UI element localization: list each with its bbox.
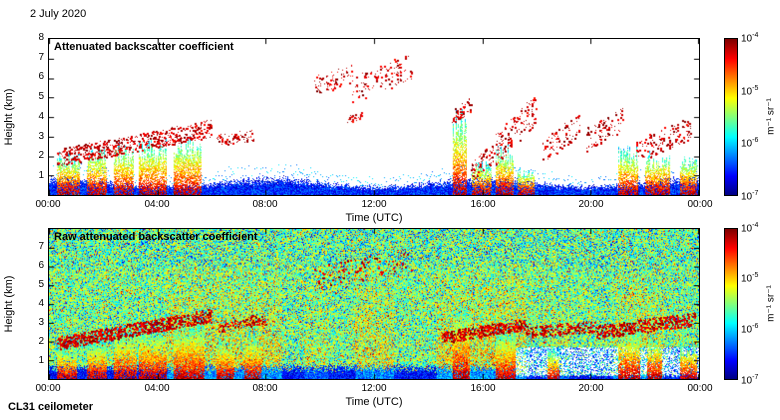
bottom-y-tick-2: 2 — [38, 336, 44, 347]
bottom-y-tick-7: 7 — [38, 241, 44, 252]
top-y-tick-6: 6 — [38, 71, 44, 82]
date-label: 2 July 2020 — [30, 8, 87, 20]
bottom-colorbar — [724, 228, 738, 380]
bottom-plot-area: Raw attenuated backscatter coefficient — [48, 228, 700, 380]
tick-base: 10 — [741, 86, 753, 98]
tick-exponent: -6 — [752, 323, 759, 330]
top-colorbar-tick-2: 10-6 — [741, 137, 758, 149]
bottom-y-axis-label: Height (km) — [3, 275, 15, 333]
top-x-axis-label: Time (UTC) — [345, 212, 403, 224]
top-y-tick-2: 2 — [38, 150, 44, 161]
tick-base: 10 — [741, 33, 753, 45]
top-colorbar-tick-3: 10-7 — [741, 190, 758, 202]
top-y-tick-1: 1 — [38, 170, 44, 181]
tick-base: 10 — [741, 138, 753, 150]
bottom-colorbar-tick-3: 10-7 — [741, 374, 758, 386]
bottom-y-tick-1: 1 — [38, 355, 44, 366]
top-colorbar-tick-1: 10-5 — [741, 85, 758, 97]
tick-exponent: -5 — [752, 272, 759, 279]
top-colorbar — [724, 38, 738, 196]
bottom-y-tick-6: 6 — [38, 260, 44, 271]
bottom-x-axis-label: Time (UTC) — [345, 396, 403, 408]
top-x-tick-6: 00:00 — [687, 199, 713, 210]
bottom-x-tick-0: 00:00 — [35, 383, 61, 394]
tick-exponent: -4 — [752, 222, 759, 229]
tick-exponent: -6 — [752, 137, 759, 144]
top-plot-area: Attenuated backscatter coefficient — [48, 38, 700, 196]
tick-exponent: -5 — [752, 85, 759, 92]
tick-base: 10 — [741, 273, 753, 285]
tick-exponent: -7 — [752, 374, 759, 381]
top-y-tick-8: 8 — [38, 32, 44, 43]
tick-base: 10 — [741, 223, 753, 235]
top-x-tick-0: 00:00 — [35, 199, 61, 210]
bottom-y-tick-5: 5 — [38, 279, 44, 290]
top-x-tick-2: 08:00 — [252, 199, 278, 210]
bottom-y-tick-3: 3 — [38, 317, 44, 328]
top-x-tick-5: 20:00 — [578, 199, 604, 210]
instrument-label: CL31 ceilometer — [8, 401, 93, 413]
bottom-x-tick-4: 16:00 — [470, 383, 496, 394]
top-x-tick-1: 04:00 — [144, 199, 170, 210]
top-y-tick-5: 5 — [38, 91, 44, 102]
colorbar-gradient-canvas — [725, 229, 737, 379]
top-y-axis-label: Height (km) — [3, 88, 15, 146]
tick-base: 10 — [741, 191, 753, 203]
top-y-tick-4: 4 — [38, 111, 44, 122]
colorbar-gradient-canvas — [725, 39, 737, 195]
attenuated-backscatter-canvas — [49, 39, 699, 195]
bottom-colorbar-unit-label: m⁻¹ sr⁻¹ — [765, 285, 777, 322]
bottom-colorbar-tick-1: 10-5 — [741, 272, 758, 284]
tick-base: 10 — [741, 375, 753, 387]
bottom-x-tick-6: 00:00 — [687, 383, 713, 394]
bottom-y-tick-4: 4 — [38, 298, 44, 309]
top-x-tick-3: 12:00 — [361, 199, 387, 210]
top-x-tick-4: 16:00 — [470, 199, 496, 210]
tick-exponent: -7 — [752, 190, 759, 197]
top-y-tick-3: 3 — [38, 131, 44, 142]
raw-backscatter-canvas — [49, 229, 699, 379]
top-y-tick-7: 7 — [38, 52, 44, 63]
bottom-colorbar-tick-2: 10-6 — [741, 323, 758, 335]
tick-exponent: -4 — [752, 32, 759, 39]
bottom-x-tick-3: 12:00 — [361, 383, 387, 394]
bottom-colorbar-tick-0: 10-4 — [741, 222, 758, 234]
tick-base: 10 — [741, 324, 753, 336]
bottom-x-tick-1: 04:00 — [144, 383, 170, 394]
top-colorbar-tick-0: 10-4 — [741, 32, 758, 44]
bottom-panel-title: Raw attenuated backscatter coefficient — [54, 231, 258, 243]
bottom-x-tick-5: 20:00 — [578, 383, 604, 394]
top-panel-title: Attenuated backscatter coefficient — [54, 41, 234, 53]
bottom-x-tick-2: 08:00 — [252, 383, 278, 394]
top-colorbar-unit-label: m⁻¹ sr⁻¹ — [765, 98, 777, 135]
